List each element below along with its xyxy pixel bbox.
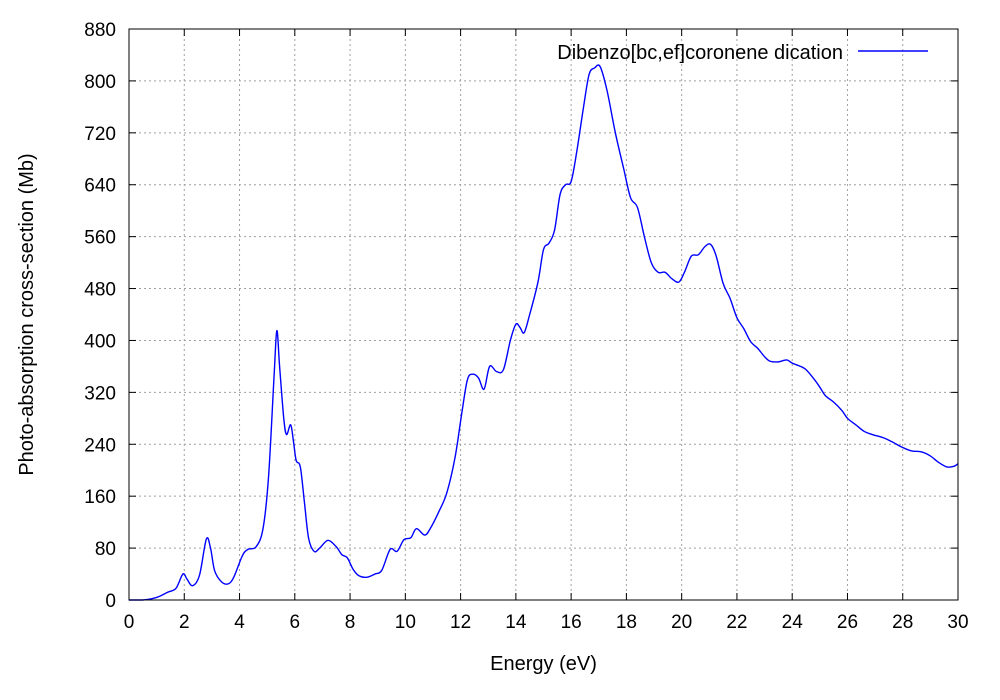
legend-label: Dibenzo[bc,ef]coronene dication bbox=[557, 42, 843, 64]
x-tick-label: 16 bbox=[561, 612, 582, 633]
x-tick-label: 8 bbox=[345, 612, 356, 633]
x-tick-label: 18 bbox=[616, 612, 637, 633]
x-tick-label: 2 bbox=[179, 612, 190, 633]
x-tick-label: 28 bbox=[892, 612, 913, 633]
x-tick-label: 24 bbox=[782, 612, 804, 633]
x-tick-label: 10 bbox=[395, 612, 416, 633]
y-tick-label: 80 bbox=[95, 539, 116, 560]
x-tick-label: 6 bbox=[290, 612, 301, 633]
y-tick-label: 0 bbox=[105, 591, 116, 612]
series-line bbox=[128, 64, 959, 601]
y-tick-label: 480 bbox=[84, 280, 116, 301]
legend: Dibenzo[bc,ef]coronene dication bbox=[557, 42, 928, 64]
x-tick-label: 20 bbox=[671, 612, 692, 633]
y-axis-title: Photo-absorption cross-section (Mb) bbox=[16, 153, 38, 475]
x-tick-label: 0 bbox=[124, 612, 135, 633]
plot-frame bbox=[128, 28, 959, 601]
x-tick-label: 22 bbox=[726, 612, 747, 633]
y-tick-label: 880 bbox=[84, 20, 116, 41]
y-tick-label: 640 bbox=[84, 176, 116, 197]
plot-area bbox=[128, 64, 959, 601]
x-tick-label: 14 bbox=[505, 612, 527, 633]
axis-ticks: 0 2 4 6 8 10 12 14 16 18 20 22 24 26 28 300801602403204… bbox=[84, 20, 968, 633]
x-tick-label: 12 bbox=[450, 612, 471, 633]
y-tick-label: 240 bbox=[84, 435, 116, 456]
grid bbox=[129, 29, 958, 600]
y-tick-label: 400 bbox=[84, 331, 116, 352]
y-tick-label: 560 bbox=[84, 228, 116, 249]
y-tick-label: 320 bbox=[84, 383, 116, 404]
y-tick-label: 160 bbox=[84, 487, 116, 508]
y-tick-label: 720 bbox=[84, 124, 116, 145]
x-tick-label: 30 bbox=[947, 612, 968, 633]
x-tick-label: 26 bbox=[837, 612, 858, 633]
y-tick-label: 800 bbox=[84, 72, 116, 93]
x-axis-title: Energy (eV) bbox=[490, 653, 597, 675]
x-tick-label: 4 bbox=[234, 612, 245, 633]
